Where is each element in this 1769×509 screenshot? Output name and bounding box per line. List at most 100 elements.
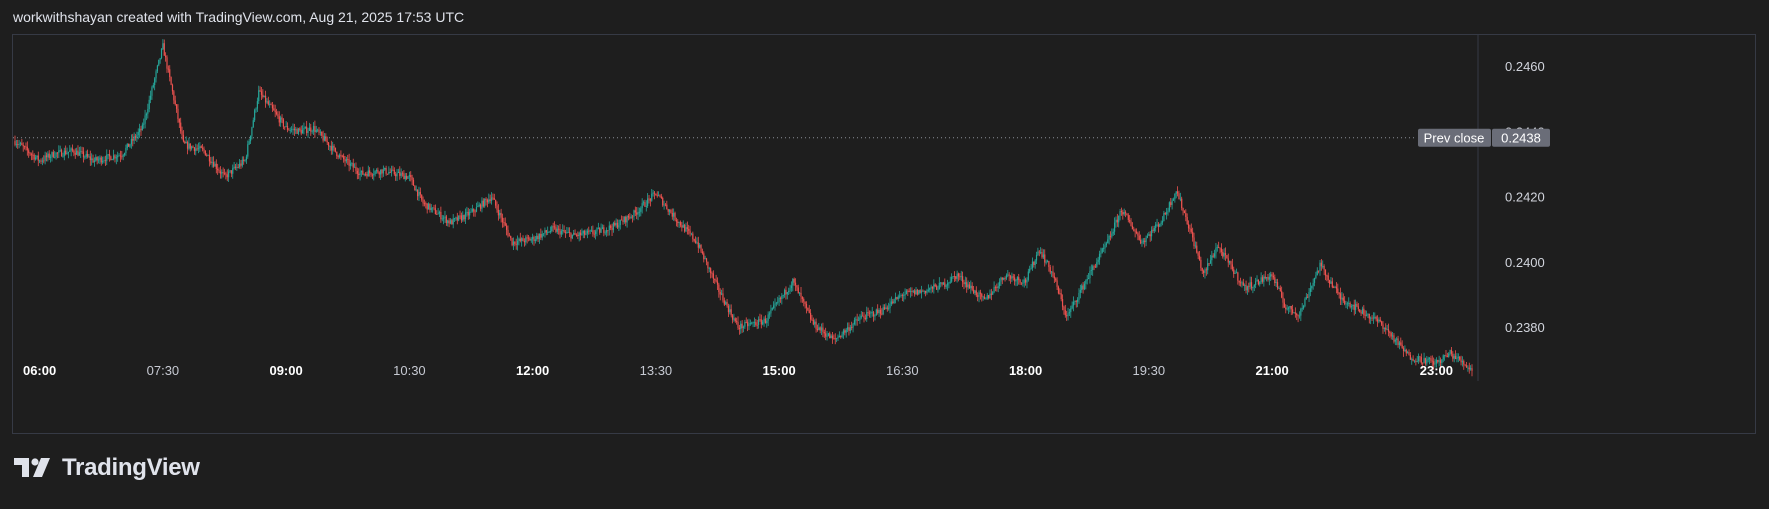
candle-body xyxy=(1464,364,1466,366)
candle-body xyxy=(1441,359,1443,363)
candle-body xyxy=(549,230,552,233)
candle-body xyxy=(638,211,641,213)
candle-body xyxy=(254,110,256,121)
prev-close-label: Prev close xyxy=(1424,130,1485,145)
candle-body xyxy=(645,205,647,207)
candle-body xyxy=(397,171,400,174)
candle-body xyxy=(412,179,415,186)
candle-body xyxy=(255,108,257,111)
candle-body xyxy=(148,99,150,110)
candle-body xyxy=(844,330,846,333)
candle-body xyxy=(1187,224,1190,229)
candle-body xyxy=(883,307,886,310)
candle-body xyxy=(356,170,358,174)
candle-body xyxy=(840,335,842,337)
candle-body xyxy=(556,228,558,232)
candle-body xyxy=(872,312,875,317)
candle-body xyxy=(588,230,590,232)
candle-body xyxy=(425,203,427,205)
candle-body xyxy=(678,222,680,224)
candle-body xyxy=(1140,239,1142,244)
candle-body xyxy=(1339,293,1342,300)
candle-body xyxy=(404,175,406,180)
candle-body xyxy=(97,159,100,161)
time-axis[interactable]: 06:00 07:30 09:00 10:30 12:00 13:30 15:00 16:30… xyxy=(23,363,1453,378)
candle-body xyxy=(870,312,872,314)
candle-body xyxy=(851,327,853,329)
candle-body xyxy=(686,227,688,229)
candle-body xyxy=(1229,261,1231,263)
candle-body xyxy=(1449,349,1451,354)
candle-body xyxy=(389,172,391,173)
candle-body xyxy=(496,205,498,210)
candle-body xyxy=(141,124,143,131)
candle-body xyxy=(810,312,812,320)
candle-body xyxy=(1148,234,1150,236)
candle-body xyxy=(117,155,119,158)
candle-body xyxy=(89,156,91,161)
candle-body xyxy=(733,318,735,320)
candle-body xyxy=(1049,267,1051,273)
candle-body xyxy=(1334,286,1336,288)
candle-body xyxy=(601,227,604,229)
candle-body xyxy=(175,104,178,109)
candle-body xyxy=(992,292,994,295)
candle-body xyxy=(871,312,873,314)
candle-body xyxy=(130,138,132,145)
candle-body xyxy=(1082,285,1084,290)
candle-body xyxy=(1370,317,1372,319)
candle-body xyxy=(296,129,298,134)
candle-body xyxy=(1097,259,1099,263)
candle-body xyxy=(679,222,682,226)
candle-body xyxy=(866,312,868,320)
candle-body xyxy=(831,335,834,339)
candle-body xyxy=(396,173,398,177)
candle-body xyxy=(655,193,657,196)
candle-body xyxy=(1212,255,1214,257)
candle-body xyxy=(1316,270,1318,276)
candle-body xyxy=(592,230,594,234)
candle-body xyxy=(1346,303,1348,305)
candle-body xyxy=(904,294,906,296)
candle-body xyxy=(722,293,724,301)
candle-body xyxy=(1349,302,1351,308)
candle-body xyxy=(922,290,924,292)
candle-body xyxy=(401,173,404,175)
candle-body xyxy=(1171,200,1173,205)
price-tick-label: 0.2400 xyxy=(1505,255,1545,270)
candle-body xyxy=(1417,356,1420,362)
candle-body xyxy=(1435,359,1437,364)
candle-body xyxy=(373,174,375,176)
candle-body xyxy=(248,141,250,145)
candle-body xyxy=(1368,313,1370,319)
candle-body xyxy=(742,326,745,329)
candle-body xyxy=(474,211,476,213)
candle-body xyxy=(1066,315,1068,317)
candle-body xyxy=(160,49,163,59)
candle-body xyxy=(271,105,274,109)
candle-body xyxy=(166,57,168,69)
candle-body xyxy=(415,189,417,191)
candle-body xyxy=(586,230,588,234)
candle-body xyxy=(1304,298,1306,307)
candle-body xyxy=(71,148,74,151)
candle-body xyxy=(774,303,776,306)
candle-body xyxy=(45,155,48,158)
candle-body xyxy=(1423,358,1425,363)
candle-body xyxy=(1030,268,1032,270)
candle-body xyxy=(370,172,372,175)
tradingview-brand[interactable]: TradingView xyxy=(14,454,200,482)
candle-body xyxy=(211,162,213,163)
candle-body xyxy=(830,335,832,339)
candle-body xyxy=(930,286,932,289)
candle-body xyxy=(1246,286,1249,291)
candle-body xyxy=(964,282,966,285)
candle-body xyxy=(269,104,271,106)
candle-body xyxy=(1224,253,1227,256)
candle-body xyxy=(1134,230,1136,232)
candle-body xyxy=(1328,280,1331,284)
candle-body xyxy=(1182,208,1184,211)
